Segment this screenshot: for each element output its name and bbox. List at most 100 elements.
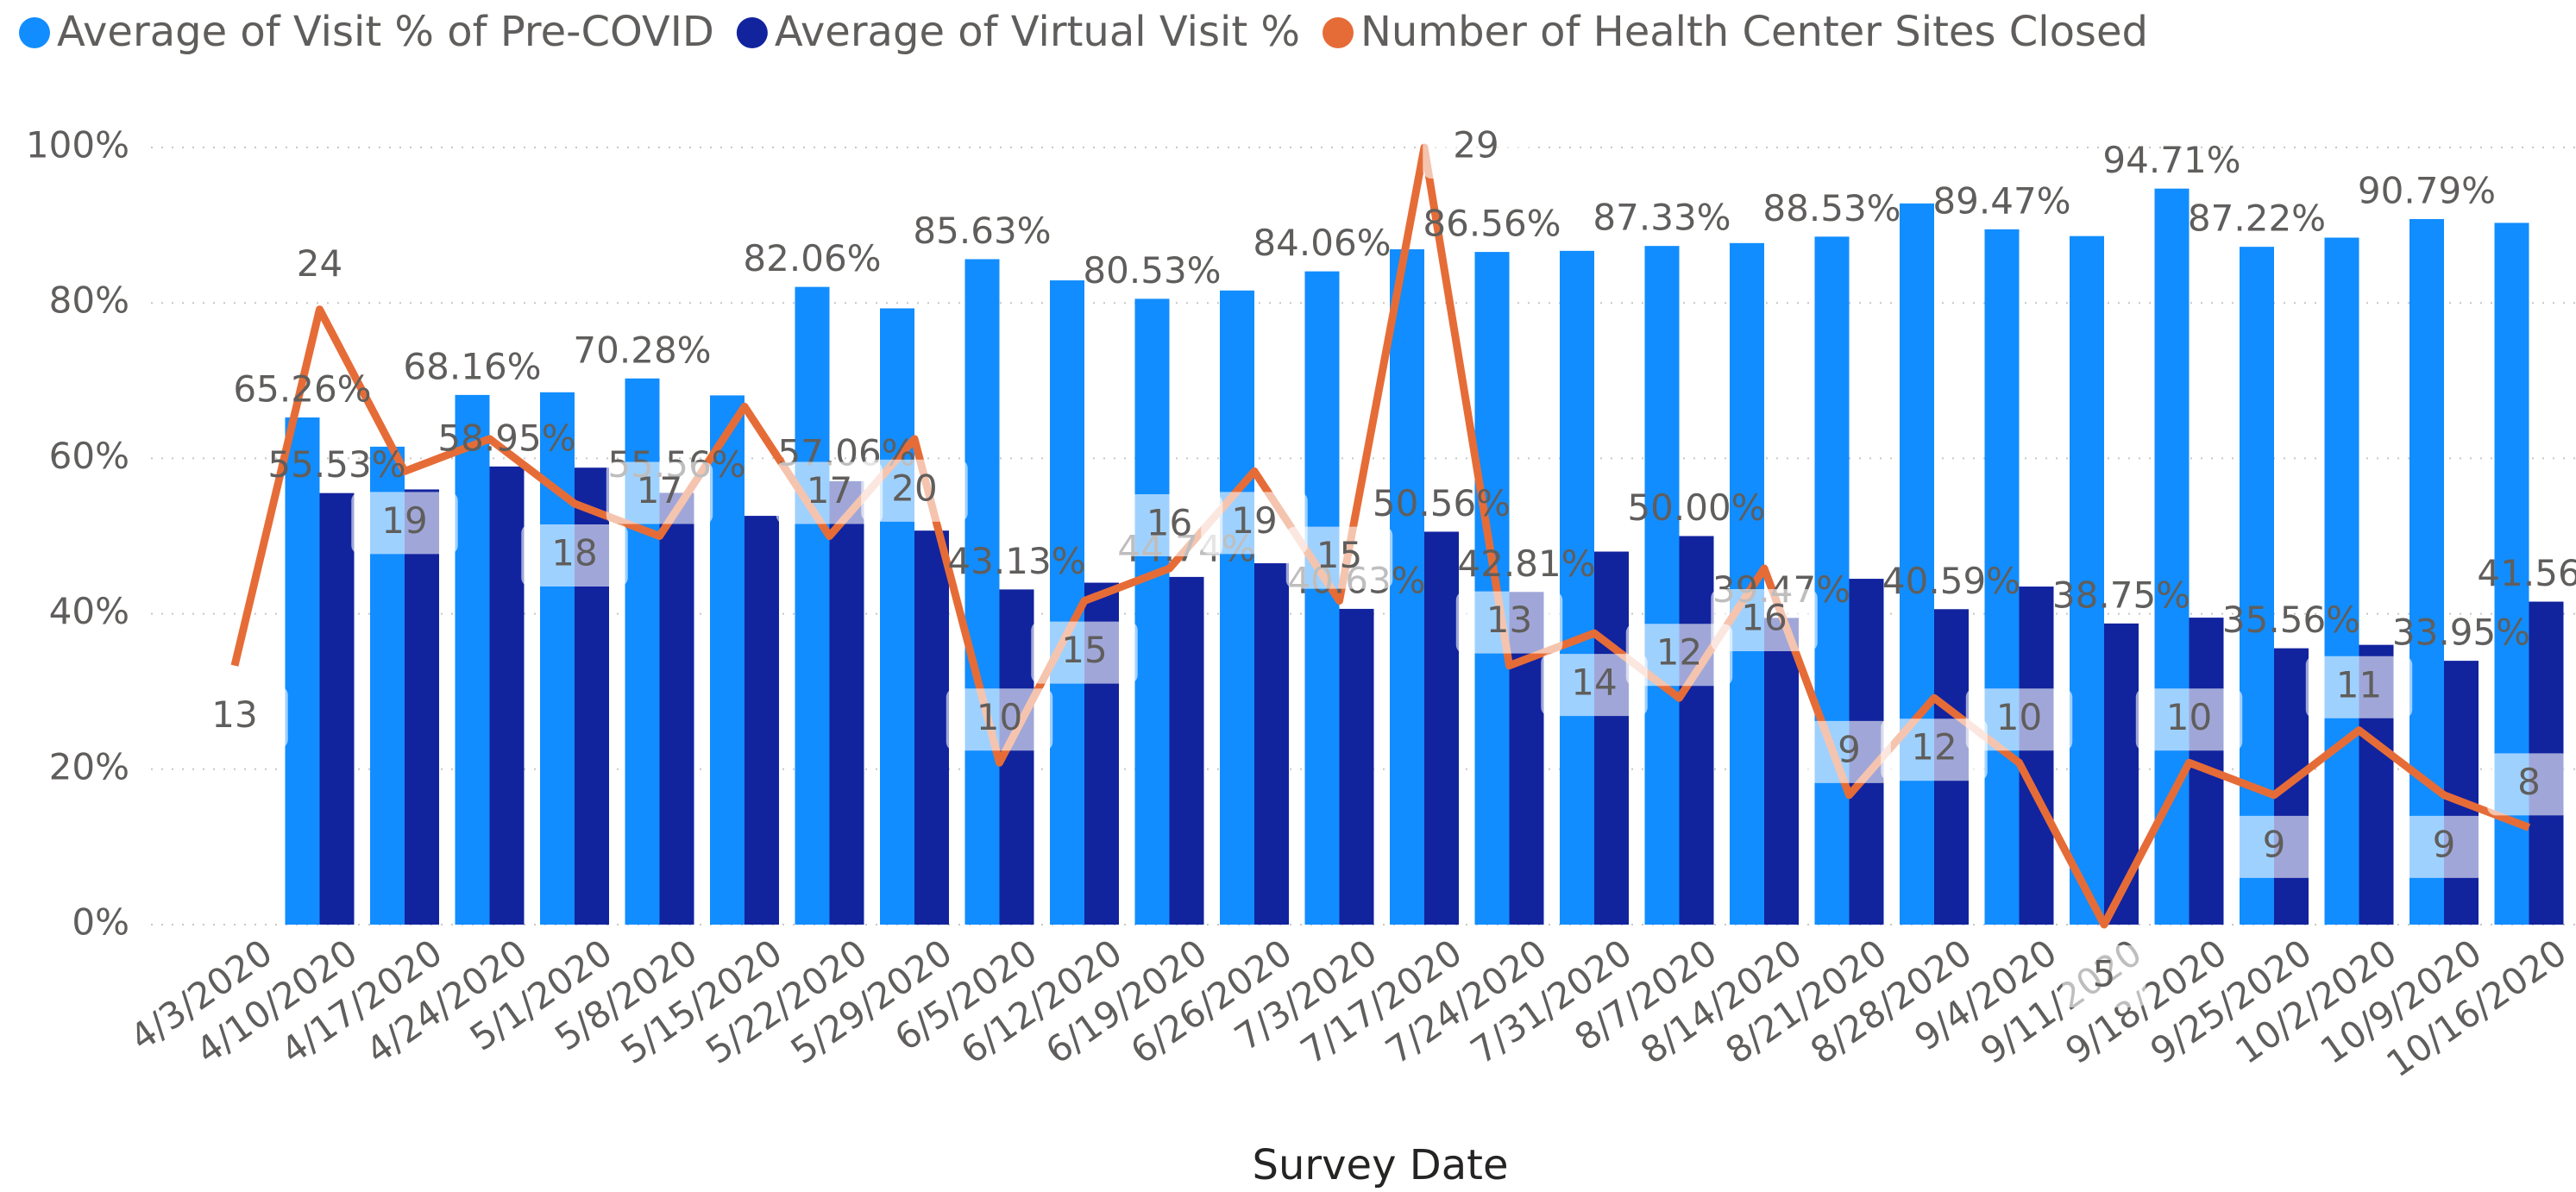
data-label-box: [1625, 624, 1733, 687]
data-label-group: 12: [1881, 718, 1988, 781]
bar: [489, 466, 525, 925]
data-label: 16: [1147, 502, 1192, 544]
data-label-group: 10: [946, 688, 1053, 751]
data-label-group: 17: [776, 461, 883, 524]
data-label: 42.81%: [1457, 543, 1595, 585]
bar: [1339, 608, 1374, 925]
bar: [455, 394, 490, 925]
data-label-group: 88.53%: [1762, 187, 1901, 229]
data-label-group: 87.22%: [2188, 198, 2326, 240]
data-label: 94.71%: [2102, 139, 2240, 181]
data-label-group: 90.79%: [2358, 169, 2496, 211]
bar: [2324, 237, 2359, 925]
data-label-group: 13: [181, 686, 288, 749]
data-label-box: [2232, 815, 2316, 878]
data-label: 50.00%: [1627, 486, 1765, 529]
data-label: 85.63%: [913, 210, 1051, 252]
data-label-group: 20: [861, 459, 968, 522]
data-label-group: 10: [1965, 688, 2073, 751]
data-label-group: 18: [521, 524, 628, 587]
data-label-group: 55.53%: [267, 443, 405, 486]
data-label-group: 80.53%: [1083, 249, 1221, 292]
data-label: 19: [381, 499, 427, 542]
bar: [2104, 623, 2139, 925]
data-label-group: 84.06%: [1253, 222, 1391, 264]
data-label-group: 82.06%: [743, 237, 881, 279]
bar: [2019, 587, 2054, 925]
data-label: 80.53%: [1083, 249, 1221, 292]
bar: [914, 530, 949, 925]
data-label-box: [266, 235, 374, 298]
y-tick-label: 80%: [49, 279, 129, 322]
bar: [540, 392, 575, 925]
bar: [1984, 229, 2020, 925]
data-label-group: 42.81%: [1457, 543, 1595, 585]
bar: [2410, 218, 2444, 925]
data-label: 12: [1656, 631, 1702, 674]
data-label: 9: [1838, 728, 1861, 770]
data-label: 50.56%: [1373, 482, 1511, 524]
data-label-group: 11: [2305, 656, 2413, 718]
data-label-group: 89.47%: [1932, 179, 2070, 222]
data-label-group: 41.56%: [2477, 552, 2576, 594]
data-label-group: 87.33%: [1593, 197, 1731, 239]
data-label-group: 16: [1711, 589, 1818, 652]
bar: [405, 489, 439, 925]
data-label: 43.13%: [947, 540, 1085, 582]
data-label-group: 5: [2062, 945, 2146, 1007]
data-label: 89.47%: [1932, 179, 2070, 222]
legend-label: Average of Visit % of Pre-COVID: [57, 8, 714, 56]
data-label: 70.28%: [573, 329, 711, 371]
data-label-group: 43.13%: [947, 540, 1085, 582]
data-label-group: 17: [606, 461, 713, 524]
bar: [829, 480, 864, 925]
data-label-group: 38.75%: [2052, 574, 2190, 616]
data-label: 14: [1571, 662, 1617, 704]
legend-label: Average of Virtual Visit %: [775, 8, 1300, 56]
data-label-group: 40.59%: [1882, 560, 2020, 602]
legend-marker: [1323, 17, 1354, 48]
bar: [1679, 536, 1714, 925]
data-label-group: 9: [1807, 720, 1891, 783]
bar: [964, 259, 1000, 925]
data-label-group: 8: [2487, 753, 2571, 816]
data-label-group: 68.16%: [403, 345, 541, 387]
data-label: 35.56%: [2222, 599, 2360, 641]
bar: [1474, 252, 1510, 925]
bar: [285, 417, 320, 925]
bar: [1594, 551, 1629, 925]
data-label-box: [2062, 945, 2146, 1007]
data-label-group: 94.71%: [2102, 139, 2240, 181]
data-label: 12: [1911, 726, 1957, 769]
data-label-group: 24: [266, 235, 374, 298]
data-label: 11: [2336, 663, 2382, 706]
data-label-box: [1423, 116, 1530, 179]
bar: [1050, 280, 1084, 925]
data-label-box: [1031, 621, 1138, 684]
bar: [2070, 235, 2104, 925]
bar: [1814, 236, 1850, 925]
data-label-group: 16: [1115, 494, 1223, 557]
data-label-box: [351, 492, 458, 555]
data-label-group: 15: [1285, 526, 1393, 589]
y-tick-label: 20%: [49, 745, 129, 787]
data-label-group: 65.26%: [233, 368, 371, 411]
data-label-box: [2487, 753, 2571, 816]
data-label: 90.79%: [2358, 169, 2496, 211]
bar: [1134, 298, 1170, 925]
data-label: 87.33%: [1593, 197, 1731, 239]
data-label-box: [1711, 589, 1818, 652]
data-label-box: [1285, 526, 1393, 589]
data-label-group: 70.28%: [573, 329, 711, 371]
bar: [1390, 249, 1424, 925]
data-label: 5: [2093, 953, 2116, 995]
bar: [745, 516, 779, 925]
bar: [1764, 618, 1799, 925]
data-label-group: 14: [1541, 654, 1648, 717]
data-label-box: [1115, 494, 1223, 557]
data-label: 88.53%: [1762, 187, 1901, 229]
data-label-box: [521, 524, 628, 587]
bar: [2240, 247, 2274, 925]
data-label: 24: [297, 242, 342, 285]
data-label-group: 9: [2232, 815, 2316, 878]
